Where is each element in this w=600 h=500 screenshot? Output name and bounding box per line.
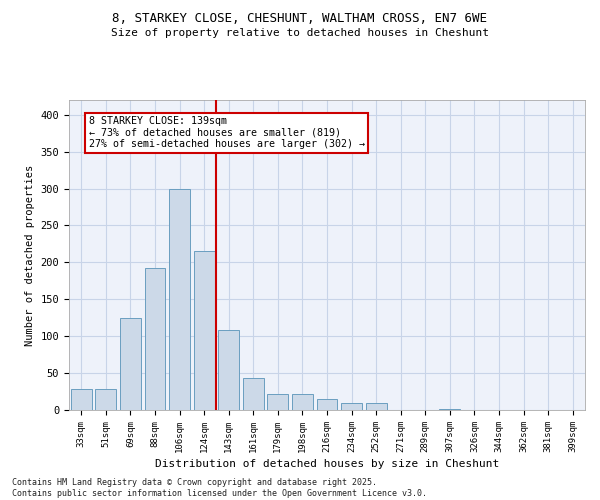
Bar (439, 408, 460, 410)
Bar (317, 399, 337, 410)
Bar (95, 390, 116, 410)
Bar (71, 390, 92, 410)
Text: 8, STARKEY CLOSE, CHESHUNT, WALTHAM CROSS, EN7 6WE: 8, STARKEY CLOSE, CHESHUNT, WALTHAM CROS… (113, 12, 487, 26)
Bar (341, 402, 362, 410)
Bar (218, 330, 239, 410)
Bar (365, 402, 386, 410)
Bar (120, 318, 141, 410)
Text: Size of property relative to detached houses in Cheshunt: Size of property relative to detached ho… (111, 28, 489, 38)
X-axis label: Distribution of detached houses by size in Cheshunt: Distribution of detached houses by size … (155, 459, 499, 469)
Bar (194, 252, 215, 410)
Text: 8 STARKEY CLOSE: 139sqm
← 73% of detached houses are smaller (819)
27% of semi-d: 8 STARKEY CLOSE: 139sqm ← 73% of detache… (89, 116, 365, 150)
Text: Contains HM Land Registry data © Crown copyright and database right 2025.
Contai: Contains HM Land Registry data © Crown c… (12, 478, 427, 498)
Bar (292, 394, 313, 410)
Bar (268, 394, 289, 410)
Y-axis label: Number of detached properties: Number of detached properties (25, 164, 35, 346)
Bar (145, 268, 166, 410)
Bar (169, 188, 190, 410)
Bar (243, 378, 264, 410)
